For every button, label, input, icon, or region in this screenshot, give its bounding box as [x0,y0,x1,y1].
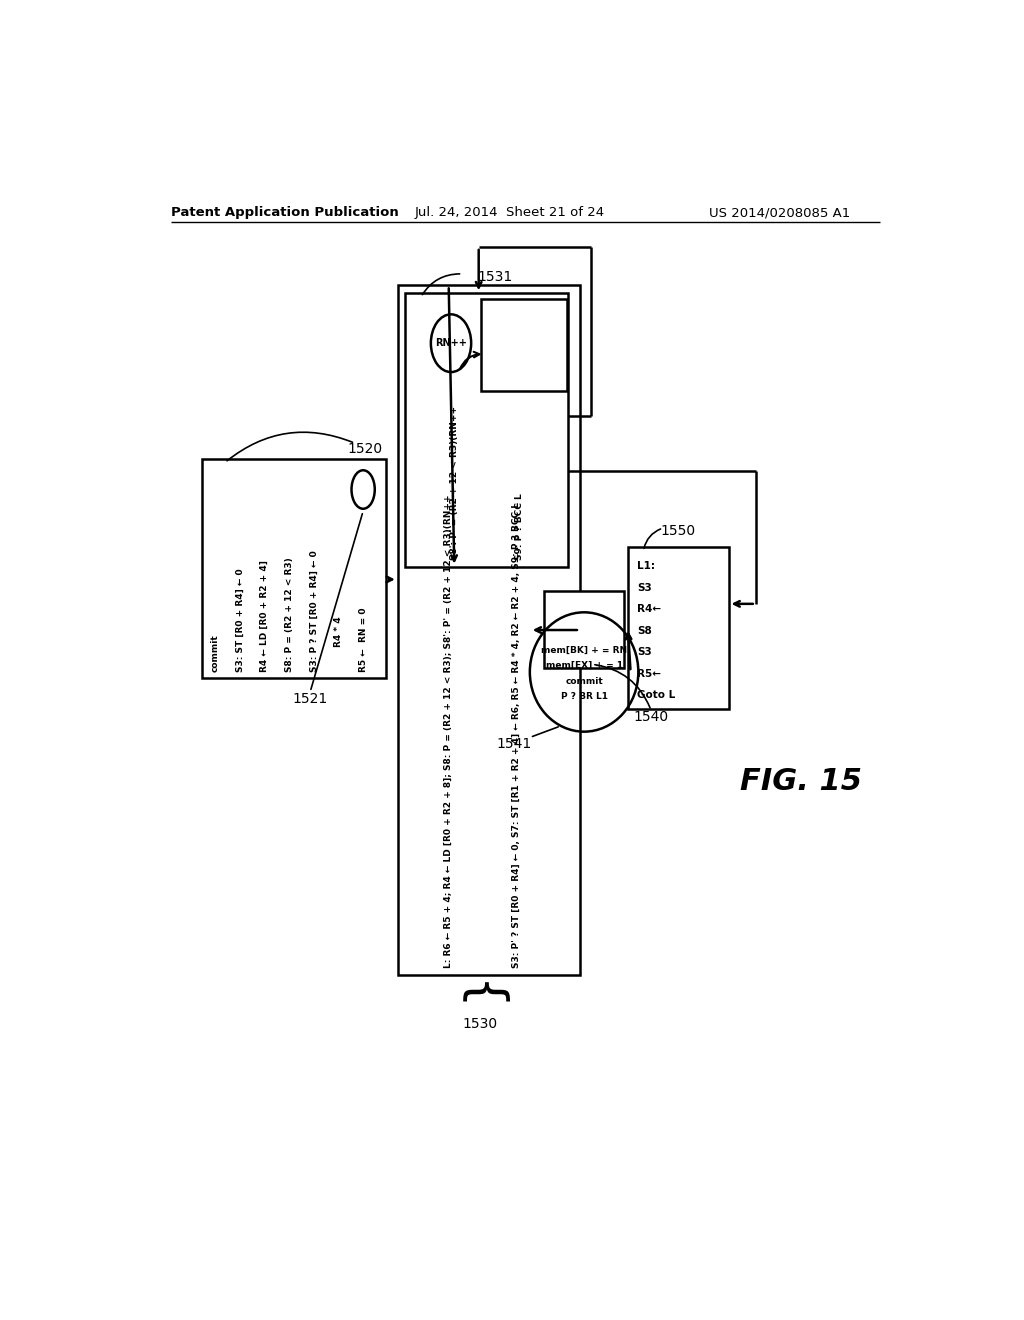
Text: 1521: 1521 [293,692,328,706]
Text: 1550: 1550 [660,524,696,539]
Text: S8': P' = (R2 + 12 < R3)(RN++: S8': P' = (R2 + 12 < R3)(RN++ [450,407,459,560]
Text: S3: P ? ST [R0 + R4] ← 0: S3: P ? ST [R0 + R4] ← 0 [309,550,318,672]
Text: L: R6 ← R5 + 4; R4 ← LD [R0 + R2 + 8]; S8: P = (R2 + 12 < R3); S8': P' = (R2 + 1: L: R6 ← R5 + 4; R4 ← LD [R0 + R2 + 8]; S… [444,495,454,969]
Text: US 2014/0208085 A1: US 2014/0208085 A1 [710,206,851,219]
Text: commit: commit [565,677,603,685]
Bar [202,459,386,678]
Text: S3: P' ? ST [R0 + R4] ← 0, S7: ST [R1 + R2 + 4] ← R6, R5 ← R4 * 4, R2 ← R2 + 4, : S3: P' ? ST [R0 + R4] ← 0, S7: ST [R1 + … [512,503,520,969]
Text: 1541: 1541 [497,738,531,751]
Text: S3: ST [R0 + R4] ← 0: S3: ST [R0 + R4] ← 0 [236,569,245,672]
Text: P ? BR L1: P ? BR L1 [560,692,607,701]
Text: FIG. 15: FIG. 15 [740,767,862,796]
Bar [628,548,729,709]
Text: 1531: 1531 [477,271,513,284]
Bar [397,285,580,974]
Bar [480,298,567,391]
Text: 1540: 1540 [634,710,669,725]
Text: S8: P = (R2 + 12 < R3): S8: P = (R2 + 12 < R3) [285,557,294,672]
Text: L1:: L1: [637,561,655,572]
Text: S9: P ? BCC L: S9: P ? BCC L [515,494,524,560]
Text: commit: commit [211,634,220,672]
Text: mem[EX] + = 1: mem[EX] + = 1 [546,661,623,671]
Text: S3: S3 [637,582,652,593]
Text: Patent Application Publication: Patent Application Publication [171,206,398,219]
Text: S3: S3 [637,647,652,657]
Text: R4←: R4← [637,605,662,614]
Text: {: { [456,981,504,1012]
Text: R4 * 4: R4 * 4 [334,616,343,672]
Text: RN++: RN++ [435,338,467,348]
Text: 1520: 1520 [347,442,382,455]
Text: S8: S8 [637,626,652,636]
Bar [544,591,624,668]
Text: Jul. 24, 2014  Sheet 21 of 24: Jul. 24, 2014 Sheet 21 of 24 [415,206,605,219]
Text: mem[BK] + = RN: mem[BK] + = RN [541,645,627,655]
Text: 1530: 1530 [462,1016,498,1031]
Bar [406,293,568,566]
Text: R5←: R5← [637,669,662,678]
Text: Goto L: Goto L [637,690,676,701]
Text: R5 ←  RN = 0: R5 ← RN = 0 [358,607,368,672]
Text: R4 ← LD [R0 + R2 + 4]: R4 ← LD [R0 + R2 + 4] [260,560,269,672]
